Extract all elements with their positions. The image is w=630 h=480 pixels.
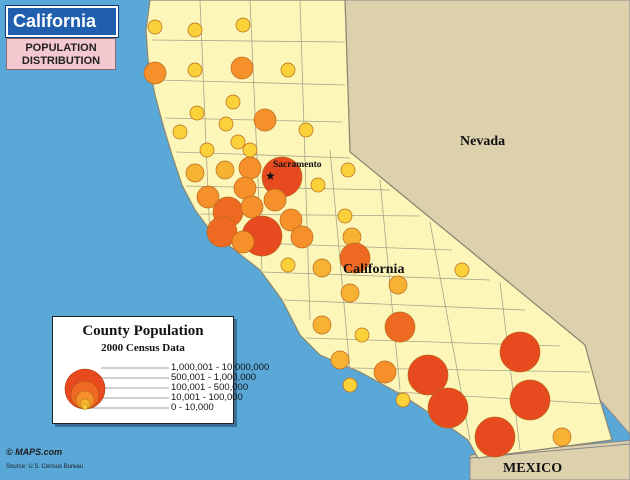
- county-circle-25: [340, 162, 356, 178]
- legend: County Population 2000 Census Data 1,000…: [52, 316, 269, 424]
- county-circle-6: [187, 62, 203, 78]
- mexico-land: [469, 443, 630, 480]
- county-circle-38: [340, 283, 360, 303]
- county-circle-11: [189, 105, 205, 121]
- county-circle-18: [215, 160, 235, 180]
- nevada-label: Nevada: [460, 134, 505, 149]
- county-circle-27: [240, 195, 264, 219]
- mexico-label: MEXICO: [503, 461, 562, 476]
- county-circle-21: [196, 185, 220, 209]
- legend-symbols: [64, 367, 169, 410]
- legend-class-4: 10,001 - 100,000: [171, 392, 243, 403]
- county-circle-1: [147, 19, 163, 35]
- county-circle-41: [384, 311, 416, 343]
- county-circle-17: [185, 163, 205, 183]
- county-circle-8: [225, 94, 241, 110]
- legend-subtitle: 2000 Census Data: [101, 342, 185, 354]
- county-circle-52: [474, 416, 516, 458]
- maps-logo: © MAPS.com: [6, 447, 63, 457]
- source-note: Source: U.S. Census Bureau: [6, 464, 84, 470]
- county-circle-39: [388, 275, 408, 295]
- county-circle-29: [206, 216, 238, 248]
- map-title: California: [13, 11, 97, 31]
- county-circle-37: [312, 258, 332, 278]
- map-subtitle-line1: POPULATION: [25, 42, 97, 54]
- county-circle-12: [218, 116, 234, 132]
- county-circle-40: [454, 262, 470, 278]
- county-circle-49: [427, 387, 469, 429]
- county-circle-45: [373, 360, 397, 384]
- county-circle-42: [312, 315, 332, 335]
- county-circle-15: [199, 142, 215, 158]
- legend-class-1: 1,000,001 - 10,000,000: [171, 362, 270, 373]
- county-circle-50: [499, 331, 541, 373]
- county-circle-16: [242, 142, 258, 158]
- county-circle-47: [395, 392, 411, 408]
- county-circle-14: [230, 134, 246, 150]
- sacramento-label: Sacramento: [273, 160, 322, 170]
- county-circle-28: [279, 208, 303, 232]
- county-circle-53: [552, 427, 572, 447]
- sacramento-star-icon: ★: [265, 169, 276, 183]
- county-circle-24: [310, 177, 326, 193]
- county-circle-4: [143, 61, 167, 85]
- map-subtitle-box: POPULATION DISTRIBUTION: [6, 38, 116, 70]
- legend-class-3: 100,001 - 500,000: [171, 382, 249, 393]
- county-circle-19: [238, 156, 262, 180]
- legend-class-5: 0 - 10,000: [171, 402, 214, 413]
- county-circle-51: [509, 379, 551, 421]
- credits: © MAPS.com Source: U.S. Census Bureau: [6, 442, 83, 470]
- california-label: California: [343, 262, 404, 277]
- county-circle-2: [187, 22, 203, 38]
- county-circle-36: [280, 257, 296, 273]
- county-circle-33: [337, 208, 353, 224]
- map-subtitle-line2: DISTRIBUTION: [21, 55, 101, 67]
- county-circle-3: [235, 17, 251, 33]
- legend-class-2: 500,001 - 1,000,000: [171, 372, 257, 383]
- county-circle-10: [253, 108, 277, 132]
- county-circle-43: [354, 327, 370, 343]
- county-circle-9: [172, 124, 188, 140]
- map-title-box: California: [6, 6, 118, 37]
- county-circle-13: [298, 122, 314, 138]
- county-circle-31: [231, 230, 255, 254]
- county-circle-5: [230, 56, 254, 80]
- legend-title: County Population: [82, 323, 204, 339]
- county-circle-7: [280, 62, 296, 78]
- county-circle-44: [330, 350, 350, 370]
- legend-circle-5: [82, 404, 88, 410]
- county-circle-35: [339, 242, 371, 274]
- county-circle-32: [290, 225, 314, 249]
- county-circle-48: [407, 354, 449, 396]
- county-circle-23: [263, 188, 287, 212]
- county-circles: [143, 17, 572, 458]
- county-circle-46: [342, 377, 358, 393]
